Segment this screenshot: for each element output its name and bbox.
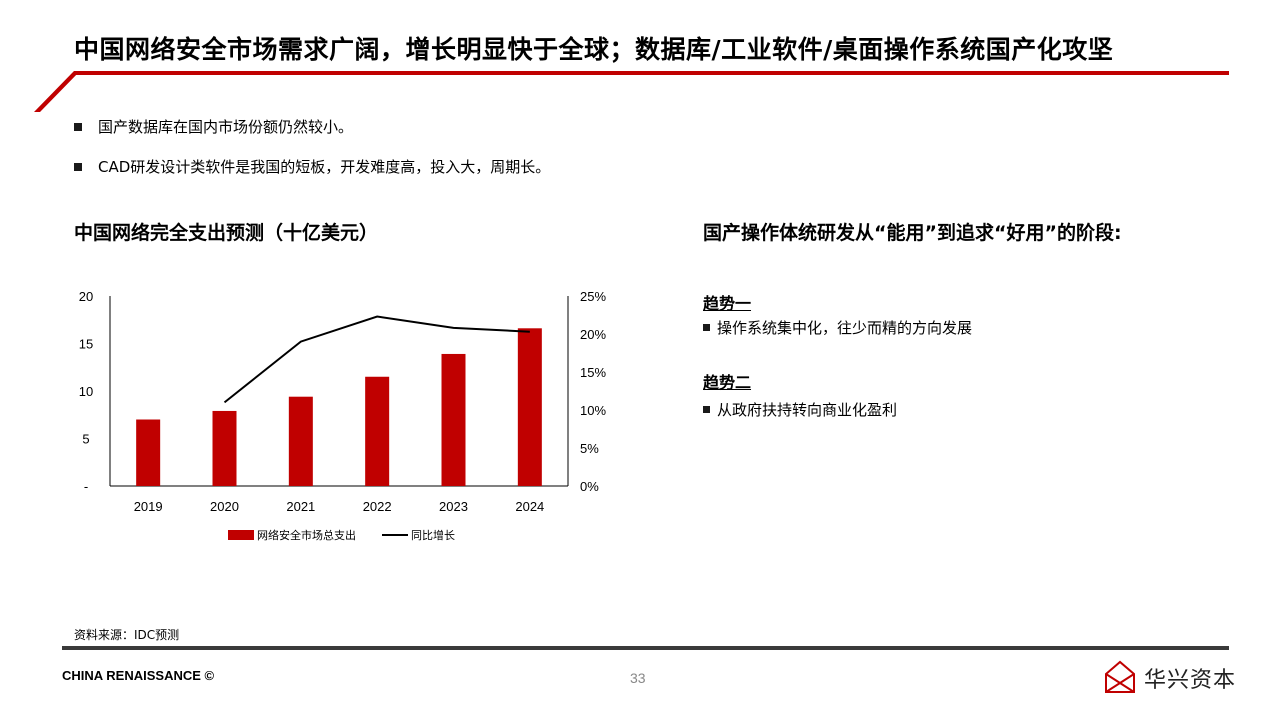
right-tick-label: 5% — [580, 441, 599, 456]
right-tick-label: 15% — [580, 365, 606, 380]
trend-heading: 趋势二 — [703, 373, 752, 392]
trend-item: 操作系统集中化，往少而精的方向发展 — [703, 317, 972, 338]
logo-text: 华兴资本 — [1144, 668, 1237, 693]
bullet-text: CAD研发设计类软件是我国的短板，开发难度高，投入大，周期长。 — [98, 158, 551, 176]
left-tick-label: 5 — [82, 432, 89, 447]
x-tick-label: 2021 — [286, 499, 315, 514]
bullet-square-icon — [703, 406, 710, 413]
left-tick-label: 15 — [79, 337, 93, 352]
bar-2021 — [288, 396, 313, 486]
right-tick-label: 25% — [580, 289, 606, 304]
x-tick-label: 2024 — [515, 499, 544, 514]
bar-2019 — [136, 419, 161, 486]
bullet-text: 国产数据库在国内市场份额仍然较小。 — [98, 118, 354, 136]
x-tick-label: 2019 — [134, 499, 163, 514]
trend-item: 从政府扶持转向商业化盈利 — [703, 399, 897, 420]
legend-label: 网络安全市场总支出 — [257, 528, 356, 542]
bar-2023 — [441, 353, 466, 486]
left-tick-label: 20 — [79, 289, 93, 304]
x-tick-label: 2020 — [210, 499, 239, 514]
trend-text: 从政府扶持转向商业化盈利 — [717, 401, 898, 419]
trend-text: 操作系统集中化，往少而精的方向发展 — [717, 319, 973, 337]
legend-label: 同比增长 — [411, 528, 455, 542]
bar-2022 — [365, 376, 390, 486]
bar-2020 — [212, 410, 237, 486]
title-underline — [34, 71, 1229, 112]
legend-bar-swatch — [228, 530, 254, 540]
footer-divider — [62, 646, 1229, 650]
bullet-item: CAD研发设计类软件是我国的短板，开发难度高，投入大，周期长。 — [74, 156, 550, 177]
page-number: 33 — [630, 670, 646, 686]
bar-2024 — [517, 328, 542, 486]
right-section-title: 国产操作体统研发从“能用”到追求“好用”的阶段: — [703, 222, 1122, 244]
logo: 华兴资本 — [1102, 660, 1236, 696]
bullet-square-icon — [74, 162, 82, 171]
growth-line — [223, 315, 530, 404]
page-title: 中国网络安全市场需求广阔，增长明显快于全球；数据库/工业软件/桌面操作系统国产化… — [74, 35, 1114, 64]
left-tick-label: - — [84, 479, 88, 494]
logo-mark-icon — [1105, 660, 1135, 693]
x-tick-label: 2023 — [439, 499, 468, 514]
chart-title: 中国网络完全支出预测（十亿美元） — [74, 222, 379, 244]
bullet-item: 国产数据库在国内市场份额仍然较小。 — [74, 116, 353, 137]
right-tick-label: 0% — [580, 479, 599, 494]
trend-heading: 趋势一 — [703, 294, 752, 313]
left-tick-label: 10 — [79, 384, 93, 399]
bullet-square-icon — [74, 122, 82, 131]
chart: - 5 10 15 20 0% 5% 10% 15% 20% 25% 2019 2020 2021 2022… — [79, 289, 607, 542]
bullet-square-icon — [703, 324, 710, 331]
right-tick-label: 10% — [580, 403, 606, 418]
x-tick-label: 2022 — [363, 499, 392, 514]
right-tick-label: 20% — [580, 327, 606, 342]
source-note: 资料来源：IDC预测 — [74, 628, 180, 642]
footer-brand: CHINA RENAISSANCE © — [62, 668, 215, 683]
